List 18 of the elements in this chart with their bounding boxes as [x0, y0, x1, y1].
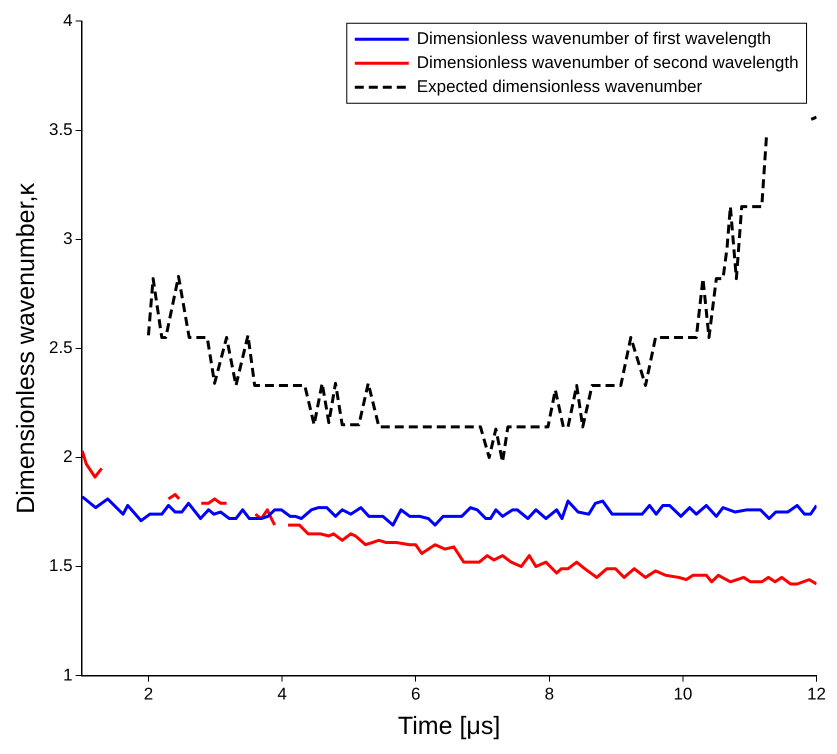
y-tick-label: 4: [63, 10, 73, 30]
y-tick-label: 1: [63, 665, 73, 684]
y-tick-label: 2.5: [48, 338, 73, 358]
legend-label: Dimensionless wavenumber of second wavelength: [416, 52, 799, 72]
x-tick-label: 2: [144, 684, 154, 704]
y-axis-title: Dimensionless wavenumber,κ: [12, 182, 40, 514]
y-tick-label: 3: [63, 229, 73, 248]
x-tick-label: 4: [277, 684, 287, 704]
y-tick-label: 2: [63, 447, 73, 466]
y-tick-label: 3.5: [48, 120, 73, 139]
legend-label: Dimensionless wavenumber of first wavelength: [416, 28, 772, 48]
x-tick-label: 6: [410, 684, 420, 704]
x-tick-label: 12: [807, 684, 826, 704]
y-tick-label: 1.5: [48, 556, 73, 576]
x-tick-label: 8: [544, 684, 554, 704]
legend-label: Expected dimensionless wavenumber: [416, 76, 702, 96]
x-tick-label: 10: [673, 684, 692, 704]
x-axis-title: Time [μs]: [398, 712, 500, 740]
